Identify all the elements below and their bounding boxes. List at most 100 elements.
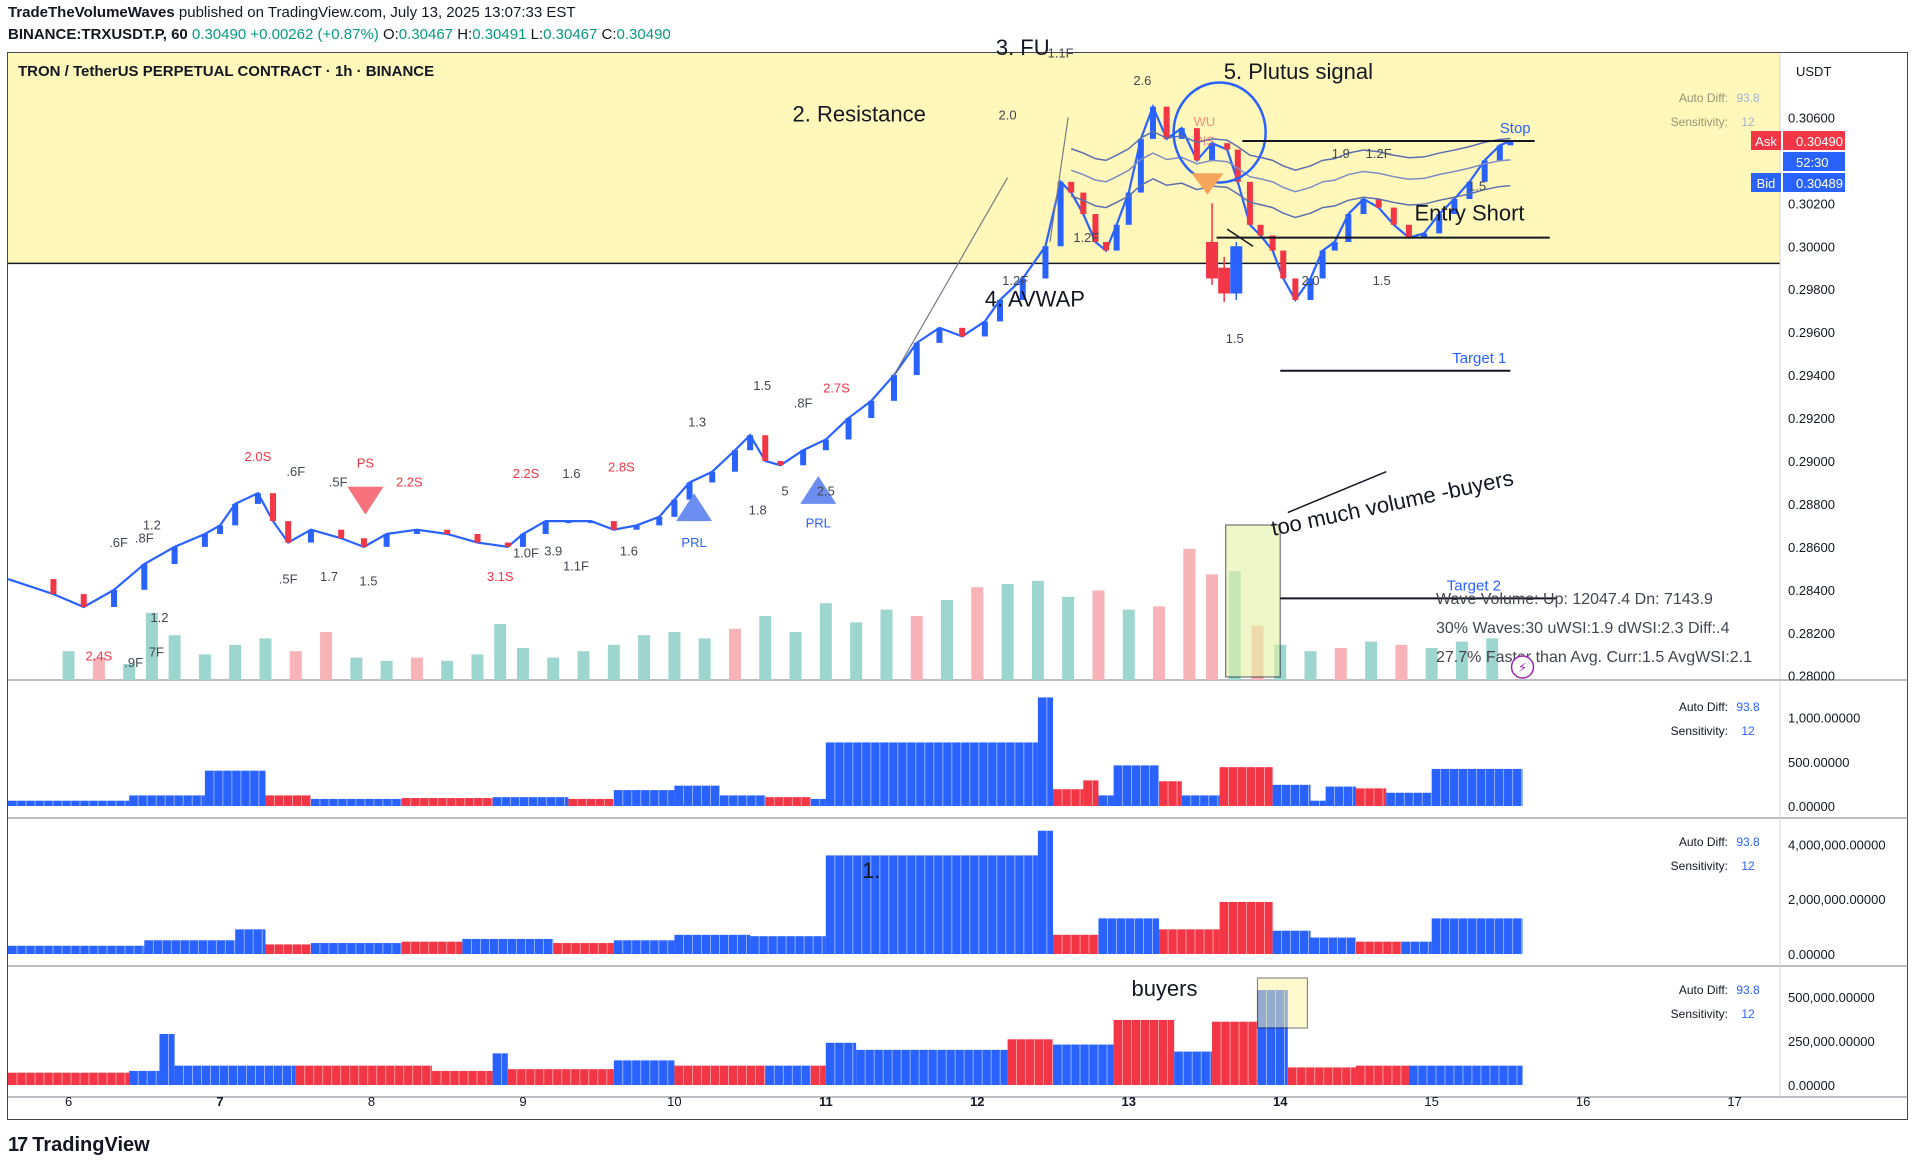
indicator-bar: [1053, 789, 1084, 806]
low-label: L:: [530, 26, 544, 43]
volume-bar: [607, 644, 620, 680]
x-tick-label: 13: [1122, 1094, 1136, 1109]
price-tag-label: Ask: [1755, 134, 1777, 149]
candle: [1163, 106, 1170, 139]
x-tick-label: 7: [216, 1094, 223, 1109]
candle: [383, 533, 390, 547]
volume-bar: [259, 638, 272, 680]
candle: [1436, 214, 1443, 234]
last-price: 0.30490: [191, 26, 247, 43]
candle: [1292, 278, 1299, 300]
wave-label: 2.0S: [245, 449, 272, 464]
indicator-bar: [825, 855, 1038, 954]
x-tick-label: 10: [667, 1094, 681, 1109]
indicator-bar: [1159, 781, 1182, 806]
candle: [413, 529, 420, 534]
indicator-bar: [1113, 1019, 1175, 1085]
candle: [1481, 160, 1488, 182]
wave-label: 3.9: [544, 543, 562, 558]
indicator-bar: [1310, 800, 1326, 806]
wave-label: PS: [357, 455, 375, 470]
candle: [201, 533, 208, 547]
price-tick-label: 0.29800: [1788, 282, 1835, 297]
candle: [1206, 241, 1219, 279]
candle: [1209, 143, 1216, 161]
indicator-bar: [674, 1065, 766, 1085]
volume-bar: [698, 638, 711, 680]
indicator-bar: [1431, 768, 1523, 806]
chart-frame[interactable]: [7, 52, 1908, 1120]
indicator-bar: [553, 943, 614, 954]
volume-bar: [1062, 596, 1075, 680]
indicator-bar: [1355, 788, 1387, 806]
volume-bar: [971, 587, 984, 680]
indicator-bar: [1287, 1067, 1356, 1085]
level-label: Stop: [1500, 120, 1531, 137]
wave-label: .8F: [794, 395, 813, 410]
wave-label: 1.5: [753, 378, 771, 393]
indicator-bar: [1053, 1044, 1114, 1085]
candle: [1246, 181, 1253, 225]
candle: [997, 299, 1004, 322]
wave-label: .9F: [124, 655, 143, 670]
candle: [1193, 128, 1200, 161]
volume-bar: [168, 635, 181, 680]
avwap-band: [1070, 177, 1511, 219]
indicator-bar: [1386, 792, 1432, 806]
volume-bar: [494, 624, 507, 680]
panel-tick-label: 500,000.00000: [1788, 990, 1875, 1005]
setting-label: Sensitivity:: [1671, 115, 1728, 129]
volume-bar: [1031, 580, 1044, 680]
volume-bar: [516, 648, 529, 680]
volume-bar: [1455, 641, 1468, 680]
indicator-bar: [825, 1042, 857, 1085]
candle: [1421, 233, 1428, 238]
plutus-signal-triangle: [1191, 173, 1224, 195]
wave-label: 1.9: [1332, 146, 1350, 161]
volume-bar: [638, 635, 651, 680]
author-name[interactable]: TradeTheVolumeWaves: [8, 4, 175, 21]
candle: [868, 400, 875, 419]
candle: [671, 499, 678, 517]
volume-bar: [145, 612, 158, 680]
tradingview-logo[interactable]: 17 TradingView: [8, 1134, 150, 1157]
price-tick-label: 0.29200: [1788, 411, 1835, 426]
open-value: 0.30467: [398, 26, 454, 43]
candle: [1507, 141, 1514, 146]
wave-label: 3.1S: [487, 569, 514, 584]
candle: [1019, 278, 1026, 300]
price-tick-label: 0.28000: [1788, 669, 1835, 684]
indicator-bar: [235, 929, 266, 954]
volume-bar: [1001, 584, 1014, 680]
indicator-bar: [159, 1034, 175, 1085]
price-tag-label-box: [1751, 131, 1781, 150]
indicator-bar: [765, 797, 811, 806]
price-tick-label: 0.28800: [1788, 497, 1835, 512]
indicator-bar: [432, 1070, 493, 1085]
open-label: O:: [382, 26, 399, 43]
wave-label: 1.6: [620, 543, 638, 558]
indicator-bar: [1355, 1065, 1409, 1085]
volume-bar: [441, 660, 454, 680]
candle: [731, 450, 738, 472]
volume-bar: [1122, 609, 1135, 680]
candle: [762, 435, 769, 461]
indicator-bar: [825, 742, 1038, 806]
wave-label: 2.0: [999, 108, 1017, 123]
volume-bar: [229, 644, 242, 680]
candle: [709, 471, 716, 483]
wave-label: 1.5: [1226, 331, 1244, 346]
symbol-label: BINANCE:TRXUSDT.P, 60: [8, 26, 188, 43]
wave-label: 1.0F: [513, 546, 539, 561]
wave-label: 7F: [149, 644, 164, 659]
tradingview-logo-icon: 17: [8, 1134, 28, 1156]
avwap-band: [1070, 130, 1511, 172]
price-tag-label: Bid: [1757, 176, 1776, 191]
candle: [1405, 224, 1412, 238]
candle: [1057, 181, 1064, 247]
candle: [270, 493, 277, 522]
setting-value: 12: [1741, 1007, 1755, 1021]
chart-annotation: 2. Resistance: [793, 102, 926, 127]
panel-tick-label: 4,000,000.00000: [1788, 837, 1886, 852]
